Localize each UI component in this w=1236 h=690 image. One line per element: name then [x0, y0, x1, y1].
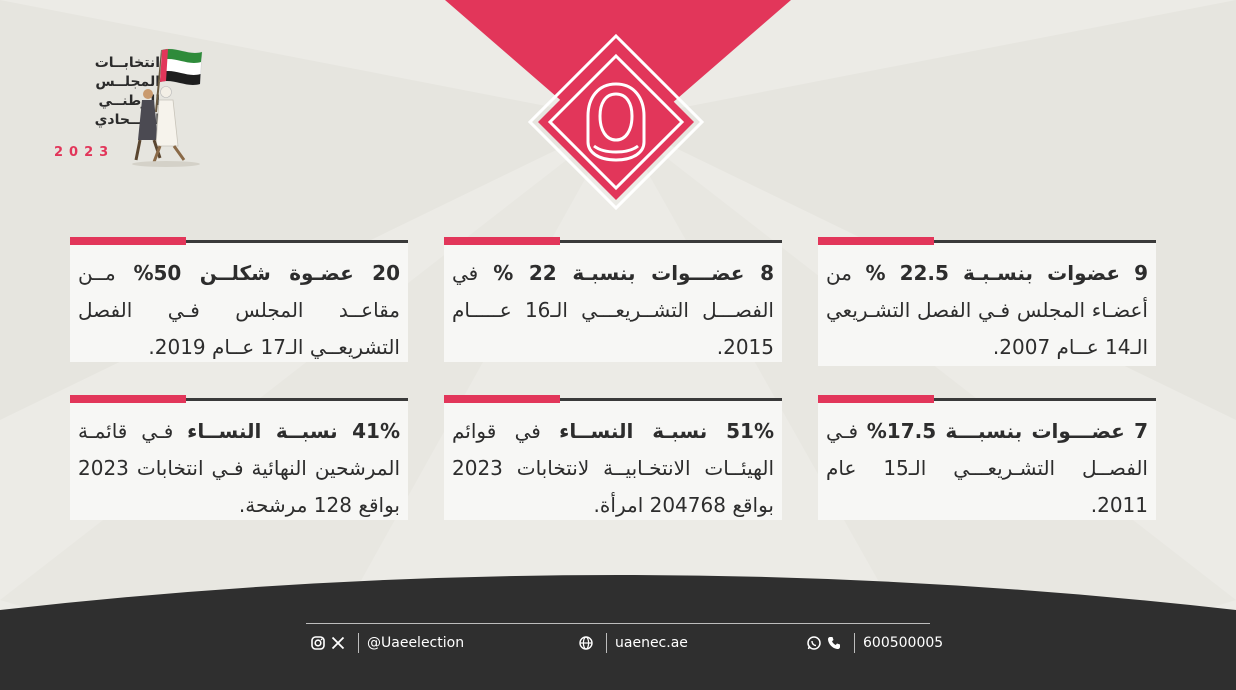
phone-icon[interactable]: [826, 635, 842, 651]
logo-line: المجلــس: [95, 74, 160, 90]
stat-card: 20 عضـوة شكلــن 50% مــن مقاعــد المجلس …: [70, 237, 408, 362]
card-accent-bar: [70, 395, 186, 403]
footer-divider: [306, 623, 930, 624]
phone-number[interactable]: 600500005: [863, 635, 944, 651]
globe-icon: [578, 635, 594, 651]
card-lead: 7 عضـــوات بنسبـــة 17.5%: [866, 419, 1148, 443]
stat-card: 9 عضوات بنسـبـة 22.5 % من أعضـاء المجلس …: [818, 237, 1156, 366]
footer-background: [0, 575, 1236, 690]
card-text: 41% نسبــة النســاء فـي قائمـة المرشحين …: [70, 401, 408, 524]
card-lead: 9 عضوات بنسـبـة 22.5 %: [865, 261, 1148, 285]
card-text: 9 عضوات بنسـبـة 22.5 % من أعضـاء المجلس …: [818, 243, 1156, 366]
x-icon[interactable]: [330, 635, 346, 651]
card-body: فـي قائمـة المرشحين النهائية فـي انتخابا…: [78, 419, 400, 517]
stat-card: 41% نسبــة النســاء فـي قائمـة المرشحين …: [70, 395, 408, 520]
uae-flag-icon: [132, 48, 203, 167]
card-lead: 20 عضـوة شكلــن 50%: [133, 261, 400, 285]
instagram-icon[interactable]: [310, 635, 326, 651]
card-text: 8 عضـــوات بنسبـة 22 % في الفصـــل التشـ…: [444, 243, 782, 366]
stat-card: 8 عضـــوات بنسبـة 22 % في الفصـــل التشـ…: [444, 237, 782, 362]
card-body: في قوائم الهيئــات الانتخـابيــة لانتخاب…: [452, 419, 774, 517]
card-accent-bar: [70, 237, 186, 245]
footer-separator: [854, 633, 855, 653]
footer-separator: [358, 633, 359, 653]
website-link[interactable]: uaenec.ae: [615, 635, 688, 651]
card-lead: 51% نسبـة النســاء: [559, 419, 774, 443]
card-body: فـي الفصــل التشـريعـــي الـ15 عام 2011.: [826, 419, 1148, 517]
card-lead: 41% نسبــة النســاء: [187, 419, 400, 443]
card-accent-bar: [818, 237, 934, 245]
card-lead: 8 عضـــوات بنسبـة 22 %: [493, 261, 774, 285]
logo-year: 2023: [54, 145, 115, 160]
stat-card: 51% نسبـة النســاء في قوائم الهيئــات ال…: [444, 395, 782, 520]
stat-card: 7 عضـــوات بنسبـــة 17.5% فـي الفصــل ال…: [818, 395, 1156, 520]
footer-social: @Uaeelection: [310, 632, 464, 654]
footer-separator: [606, 633, 607, 653]
card-body: في الفصـــل التشــريعـــي الـ16 عـــــام…: [452, 261, 774, 359]
card-accent-bar: [444, 237, 560, 245]
footer-website: uaenec.ae: [578, 632, 688, 654]
card-accent-bar: [818, 395, 934, 403]
woman-emblem-icon: [528, 34, 704, 210]
card-body: من أعضـاء المجلس فـي الفصل التشـريعي الـ…: [826, 261, 1148, 359]
card-text: 51% نسبـة النســاء في قوائم الهيئــات ال…: [444, 401, 782, 524]
whatsapp-icon[interactable]: [806, 635, 822, 651]
social-handle-link[interactable]: @Uaeelection: [367, 635, 465, 651]
election-logo: انتخابــات المجلــس الوطنــي الاتــحادي …: [40, 40, 220, 170]
card-text: 20 عضـوة شكلــن 50% مــن مقاعــد المجلس …: [70, 243, 408, 366]
footer-phone: 600500005: [806, 632, 943, 654]
logo-line: انتخابــات: [94, 55, 160, 71]
card-body: مــن مقاعــد المجلس فـي الفصل التشريعــي…: [78, 261, 400, 359]
card-text: 7 عضـــوات بنسبـــة 17.5% فـي الفصــل ال…: [818, 401, 1156, 524]
card-accent-bar: [444, 395, 560, 403]
